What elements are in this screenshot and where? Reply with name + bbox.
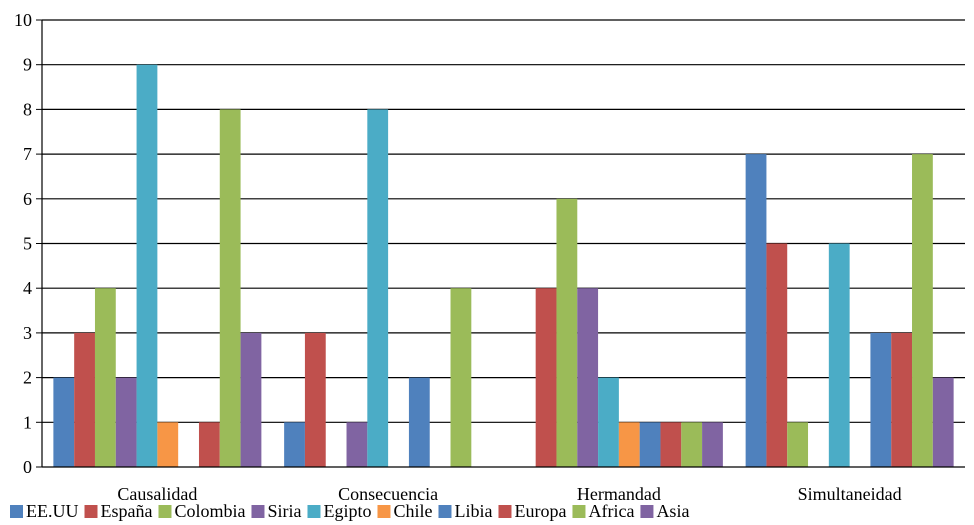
legend-label: Chile <box>393 501 432 521</box>
y-tick-label: 9 <box>23 55 32 75</box>
bar-africa <box>219 109 241 468</box>
legend-label: Europa <box>514 501 566 521</box>
bar-egipto <box>828 243 850 467</box>
legend-swatch <box>307 505 321 518</box>
bar-espa-a <box>304 332 326 467</box>
y-tick-label: 0 <box>23 457 32 477</box>
legend-swatch <box>498 505 512 518</box>
bar-libia <box>639 422 661 467</box>
bar-colombia <box>556 198 578 468</box>
bar-espa-a <box>766 243 788 467</box>
bar-chile <box>618 422 640 467</box>
y-tick-label: 4 <box>23 278 32 298</box>
legend-item[interactable]: Chile <box>377 501 432 521</box>
legend-item[interactable]: España <box>84 501 153 521</box>
y-tick-label: 6 <box>23 189 32 209</box>
bar-ee-uu <box>284 422 305 467</box>
grid-lines <box>42 19 965 423</box>
bar-europa <box>198 422 220 467</box>
bar-africa <box>450 288 472 467</box>
bar-espa-a <box>74 332 95 467</box>
x-category-label: Causalidad <box>117 484 197 504</box>
bar-egipto <box>598 377 619 467</box>
legend-item[interactable]: Siria <box>251 501 301 521</box>
bar-europa <box>891 332 913 467</box>
legend[interactable]: EE.UU España Colombia Siria Egipto Chile Libia… <box>10 501 689 521</box>
y-tick-label: 5 <box>23 234 32 254</box>
legend-label: Siria <box>267 501 301 521</box>
y-tick-label: 2 <box>23 368 32 388</box>
bar-colombia <box>787 422 809 467</box>
legend-swatch <box>438 505 452 518</box>
y-tick-label: 1 <box>23 412 32 432</box>
legend-swatch <box>251 505 265 518</box>
legend-swatch <box>10 505 23 518</box>
legend-swatch <box>640 505 654 518</box>
bars <box>53 64 954 468</box>
legend-label: Colombia <box>174 501 245 521</box>
bar-asia <box>932 377 954 467</box>
y-tick-label: 3 <box>23 323 32 343</box>
legend-label: Egipto <box>323 501 371 521</box>
legend-item[interactable]: Colombia <box>158 501 245 521</box>
bar-asia <box>702 422 723 467</box>
legend-item[interactable]: EE.UU <box>10 501 79 521</box>
y-tick-label: 7 <box>23 144 32 164</box>
legend-item[interactable]: Africa <box>572 501 634 521</box>
legend-item[interactable]: Europa <box>498 501 566 521</box>
bar-ee-uu <box>745 154 767 467</box>
legend-swatch <box>158 505 172 518</box>
bar-egipto <box>367 109 389 468</box>
bar-egipto <box>136 64 158 467</box>
x-category-label: Hermandad <box>577 484 661 504</box>
axes <box>36 19 965 468</box>
bar-siria <box>577 288 599 467</box>
bar-ee-uu <box>53 377 75 467</box>
category-labels: Causalidad Consecuencia Hermandad Simultane… <box>117 484 901 504</box>
legend-item[interactable]: Asia <box>640 501 689 521</box>
legend-label: España <box>101 501 153 521</box>
bar-siria <box>115 377 137 467</box>
legend-item[interactable]: Libia <box>438 501 492 521</box>
bar-libia <box>408 377 430 467</box>
legend-label: Africa <box>588 501 634 521</box>
legend-swatch <box>377 505 391 518</box>
x-category-label: Simultaneidad <box>798 484 902 504</box>
legend-swatch <box>572 505 586 518</box>
bar-colombia <box>94 288 116 467</box>
y-tick-labels: 0 1 2 3 4 5 6 7 8 9 10 <box>14 10 32 477</box>
x-category-label: Consecuencia <box>338 484 438 504</box>
legend-swatch <box>84 505 98 518</box>
bar-africa <box>681 422 703 467</box>
bar-espa-a <box>535 288 557 467</box>
bar-europa <box>660 422 682 467</box>
bar-chile <box>157 422 179 467</box>
legend-label: Asia <box>656 501 689 521</box>
legend-item[interactable]: Egipto <box>307 501 371 521</box>
y-tick-label: 8 <box>23 99 32 119</box>
bar-libia <box>870 332 892 467</box>
bar-asia <box>240 332 262 467</box>
bar-siria <box>346 422 368 467</box>
legend-label: Libia <box>454 501 492 521</box>
legend-label: EE.UU <box>26 501 79 521</box>
y-tick-label: 10 <box>14 10 32 30</box>
bar-africa <box>912 154 933 467</box>
